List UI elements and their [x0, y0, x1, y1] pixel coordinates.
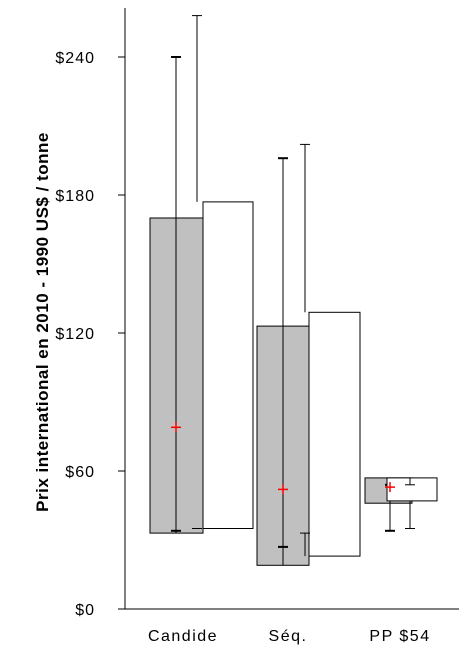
- boxes: [149, 15, 438, 566]
- y-tick-label: $0: [75, 602, 95, 619]
- x-tick-label: Séq.: [269, 628, 308, 645]
- mean-markers: [171, 422, 395, 495]
- box: [308, 311, 361, 557]
- y-ticks: $0 $60 $120 $180 $240: [55, 50, 125, 619]
- y-tick-label: $120: [55, 326, 95, 343]
- box: [202, 201, 254, 529]
- box: [386, 477, 438, 502]
- x-tick-labels: Candide Séq. PP $54: [148, 628, 430, 645]
- axes: [124, 8, 459, 610]
- x-tick-label: Candide: [148, 628, 218, 645]
- x-tick-label: PP $54: [369, 628, 430, 645]
- y-tick-label: $240: [55, 50, 95, 67]
- y-axis-title: Prix international en 2010 - 1990 US$ / …: [33, 132, 52, 512]
- y-tick-label: $180: [55, 188, 95, 205]
- y-tick-label: $60: [65, 464, 95, 481]
